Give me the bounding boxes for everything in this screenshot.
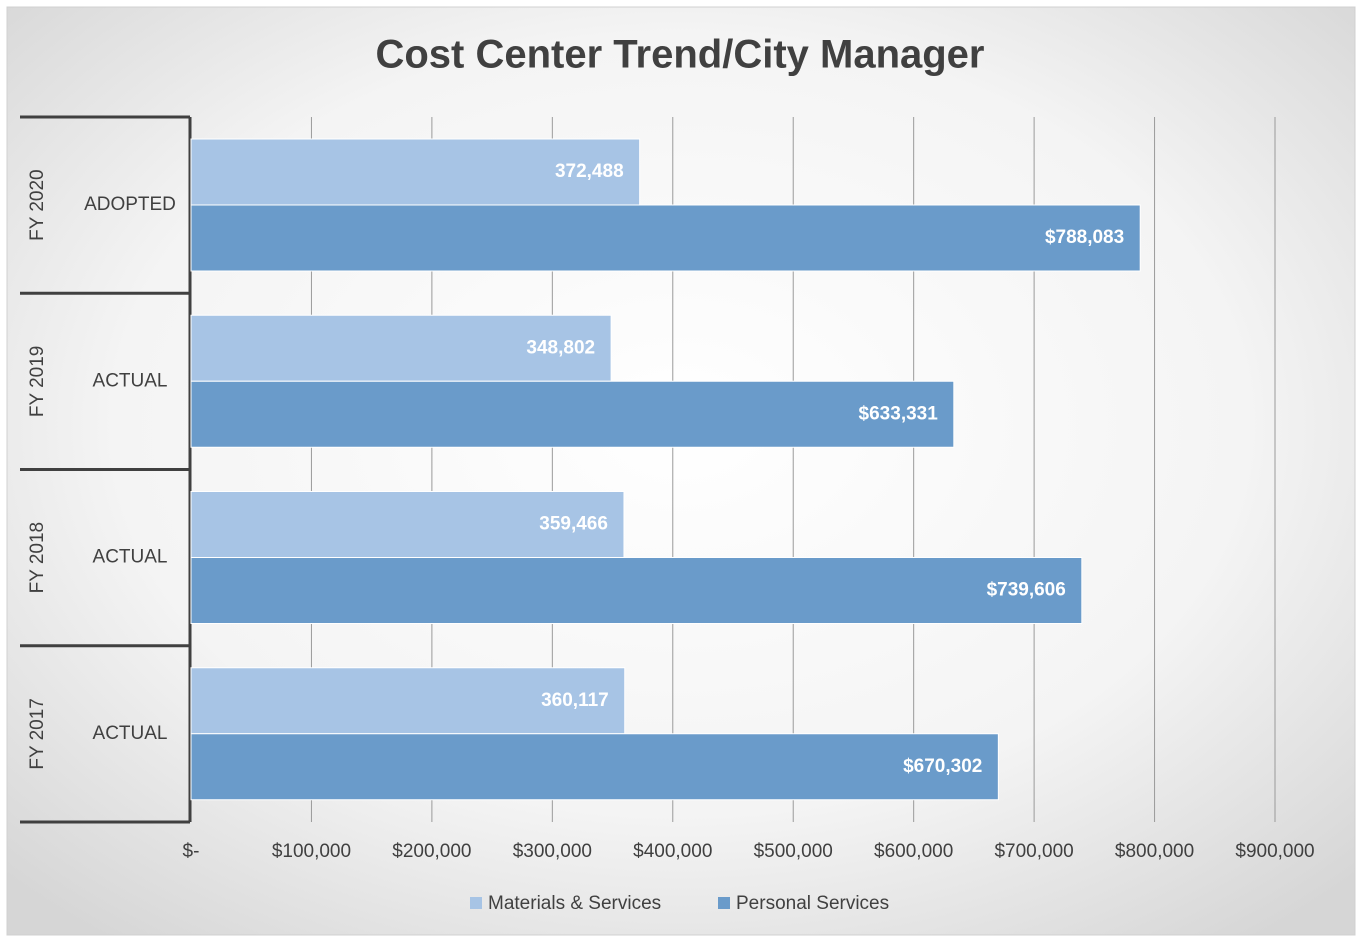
x-tick-label: $800,000 [1115, 841, 1194, 862]
x-tick-label: $600,000 [874, 841, 953, 862]
x-tick-label: $400,000 [633, 841, 712, 862]
category-group-label: FY 2018 [27, 522, 48, 593]
x-tick-label: $700,000 [994, 841, 1073, 862]
bar [190, 557, 1083, 624]
bar [190, 314, 612, 382]
x-tick-label: $900,000 [1235, 841, 1314, 862]
data-label: 348,802 [526, 337, 595, 358]
category-group-label: FY 2020 [27, 169, 48, 240]
bar [190, 491, 625, 558]
data-label: 359,466 [539, 514, 608, 535]
bar [190, 733, 999, 801]
legend-label: Personal Services [736, 893, 889, 914]
x-tick-label: $500,000 [754, 841, 833, 862]
bar [190, 667, 626, 735]
data-label: $788,083 [1045, 227, 1124, 248]
data-label: $633,331 [859, 403, 939, 424]
legend-swatch [470, 897, 482, 909]
data-label: $739,606 [987, 580, 1066, 601]
y-tick-label: ADOPTED [84, 194, 176, 215]
data-label: 372,488 [555, 161, 624, 182]
bar [190, 204, 1141, 272]
y-tick-label: ACTUAL [93, 723, 168, 744]
category-group-label: FY 2017 [27, 698, 48, 769]
x-tick-label: $200,000 [392, 841, 471, 862]
legend-label: Materials & Services [488, 893, 661, 914]
data-label: $670,302 [903, 756, 982, 777]
legend-swatch [718, 897, 730, 909]
y-tick-label: ACTUAL [93, 547, 168, 568]
x-tick-label: $- [183, 841, 200, 862]
category-group-label: FY 2019 [27, 346, 48, 417]
data-label: 360,117 [541, 690, 609, 711]
y-tick-label: ACTUAL [93, 370, 168, 391]
x-tick-label: $300,000 [513, 841, 592, 862]
bar [190, 380, 955, 448]
bar [190, 138, 641, 206]
chart-title: Cost Center Trend/City Manager [375, 33, 984, 77]
x-tick-label: $100,000 [272, 841, 351, 862]
